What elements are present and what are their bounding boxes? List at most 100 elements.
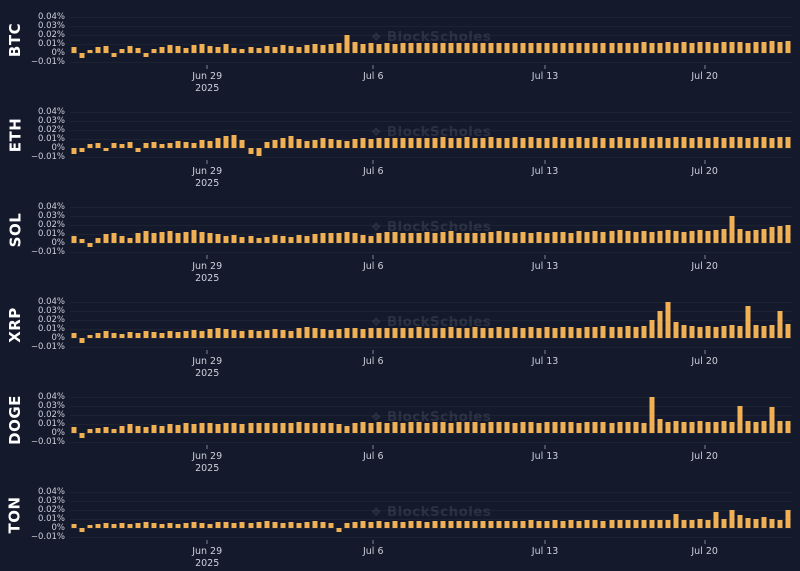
bar — [400, 232, 406, 244]
bar — [777, 420, 783, 434]
bar — [592, 42, 598, 54]
bar — [175, 332, 181, 339]
bar — [777, 520, 783, 529]
bar — [448, 326, 454, 339]
bar — [592, 421, 598, 434]
bar — [304, 141, 310, 149]
bar — [785, 324, 791, 339]
bar — [456, 43, 462, 54]
bar — [111, 428, 117, 434]
x-axis: Jun 29 2025 Jul 6 Jul 13 Jul 20 — [70, 540, 792, 569]
bar — [87, 334, 93, 339]
bar — [79, 528, 85, 532]
x-tick-mark — [206, 350, 208, 354]
bar — [111, 523, 117, 529]
bar — [344, 231, 350, 244]
bar — [705, 325, 711, 339]
bar — [785, 40, 791, 54]
gridline — [70, 433, 792, 435]
bar — [352, 522, 358, 529]
bar — [328, 233, 334, 244]
x-tick-label: Jul 13 — [531, 166, 559, 177]
gridline — [70, 397, 792, 399]
bar — [600, 521, 606, 529]
bar — [464, 42, 470, 54]
bar — [119, 143, 125, 149]
bar — [448, 137, 454, 149]
bar — [95, 332, 101, 339]
chart-row-btc: BTC 0.04% 0.03% 0.02% 0.01% 0% −0.01% ❖ Block… — [0, 0, 800, 95]
bar — [320, 45, 326, 54]
bar — [336, 232, 342, 244]
bar — [328, 44, 334, 54]
bar — [456, 232, 462, 244]
bar — [79, 338, 85, 343]
y-tick-label: 0.03% — [37, 20, 65, 31]
y-tick-label: 0% — [51, 427, 66, 438]
bar — [223, 236, 229, 244]
chart-main: 0.04% 0.03% 0.02% 0.01% 0% −0.01% ❖ BlockScho… — [30, 107, 800, 161]
bar — [175, 425, 181, 434]
chart-body: 0.04% 0.03% 0.02% 0.01% 0% −0.01% ❖ BlockScho… — [30, 190, 800, 285]
bar — [231, 330, 237, 339]
bar — [753, 421, 759, 434]
bar — [360, 235, 366, 244]
bar — [111, 332, 117, 339]
y-tick-label: 0.01% — [37, 133, 65, 144]
x-axis: Jun 29 2025 Jul 6 Jul 13 Jul 20 — [70, 255, 792, 284]
bar — [456, 137, 462, 149]
gridline — [70, 216, 792, 218]
bar — [472, 521, 478, 529]
bar — [352, 328, 358, 339]
bar — [576, 422, 582, 434]
bar — [223, 135, 229, 149]
bar — [328, 139, 334, 149]
bar — [400, 522, 406, 529]
bar — [440, 327, 446, 339]
bar — [649, 320, 655, 339]
bar — [223, 329, 229, 339]
bar — [143, 331, 149, 339]
gridline — [70, 207, 792, 209]
bar — [416, 138, 422, 149]
bar — [665, 229, 671, 244]
bar — [159, 426, 165, 434]
x-tick-label: Jul 6 — [362, 451, 384, 462]
chart-main: 0.04% 0.03% 0.02% 0.01% 0% −0.01% ❖ BlockScho… — [30, 391, 800, 446]
bar — [761, 516, 767, 529]
bar — [360, 138, 366, 149]
bar — [416, 421, 422, 434]
blockscholes-logo-icon: ❖ — [370, 124, 382, 139]
bar — [657, 136, 663, 149]
bar — [649, 397, 655, 434]
bar — [336, 329, 342, 339]
bar — [625, 137, 631, 149]
bar — [95, 237, 101, 244]
bar — [464, 421, 470, 434]
bar — [761, 136, 767, 149]
x-tick-mark — [544, 255, 546, 259]
bar — [448, 230, 454, 244]
bar — [191, 424, 197, 434]
bar — [689, 325, 695, 339]
plot-area: ❖ BlockScholes — [70, 393, 792, 445]
x-tick-label: Jul 20 — [691, 71, 718, 82]
bar — [584, 42, 590, 54]
bar — [215, 47, 221, 54]
ticker-label-xrp: XRP — [0, 285, 30, 365]
bar — [584, 421, 590, 434]
bar — [408, 137, 414, 149]
y-tick-label: −0.01% — [30, 341, 65, 352]
bar — [352, 139, 358, 149]
y-tick-label: 0.04% — [37, 391, 65, 402]
bar — [71, 47, 77, 54]
bar — [761, 41, 767, 54]
y-axis: 0.04% 0.03% 0.02% 0.01% 0% −0.01% — [30, 202, 70, 256]
bar — [199, 422, 205, 434]
bar — [713, 136, 719, 149]
bar — [464, 136, 470, 149]
bar — [87, 524, 93, 529]
bar — [320, 329, 326, 339]
plot-area: ❖ BlockScholes — [70, 108, 792, 160]
bar — [167, 424, 173, 434]
